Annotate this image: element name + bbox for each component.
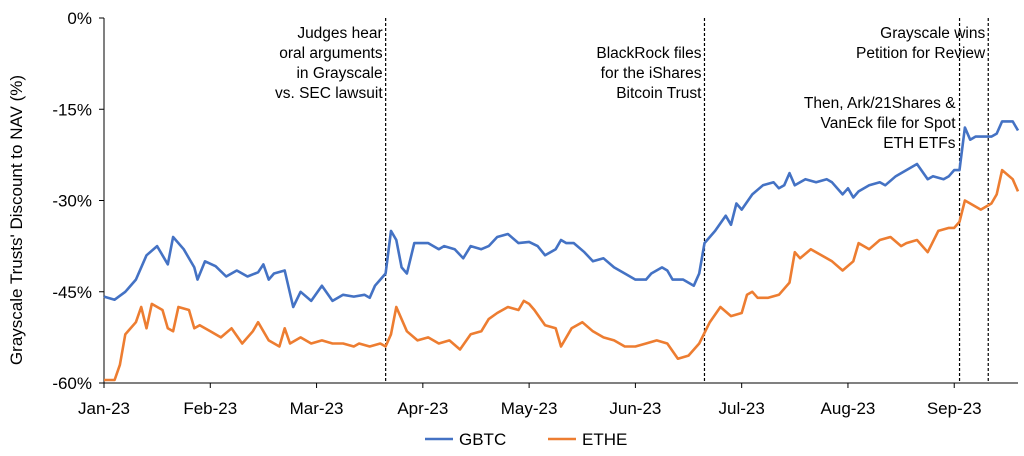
legend: GBTC ETHE [425, 430, 627, 449]
event-annotation-line: vs. SEC lawsuit [275, 85, 383, 102]
data-series [103, 120, 1020, 382]
y-tick-label: -45% [52, 283, 92, 302]
x-tick-label: Jan-23 [78, 399, 130, 418]
x-tick-label: May-23 [501, 399, 558, 418]
event-annotation-line: Bitcoin Trust [616, 85, 702, 102]
event-annotation-line: Grayscale wins [880, 25, 985, 42]
event-annotation-line: for the iShares [601, 65, 702, 82]
y-axis-label: Grayscale Trusts' Discount to NAV (%) [7, 75, 26, 365]
series-line-gbtc [103, 120, 1020, 309]
x-tick-label: Jun-23 [609, 399, 661, 418]
event-annotation-line: Then, Ark/21Shares & [804, 95, 956, 112]
x-tick-label: Feb-23 [183, 399, 237, 418]
event-annotation-line: oral arguments [279, 45, 383, 62]
event-annotation-line: in Grayscale [296, 65, 382, 82]
event-annotation-line: ETH ETFs [883, 135, 956, 152]
event-annotation-line: BlackRock files [596, 45, 701, 62]
event-annotation-line: Judges hear [297, 25, 382, 42]
legend-label: GBTC [459, 430, 506, 449]
y-tick-label: -15% [52, 100, 92, 119]
series-line-ethe [104, 168, 1020, 382]
event-annotation-line: Petition for Review [856, 45, 986, 62]
x-tick-label: Apr-23 [397, 399, 448, 418]
y-tick-label: -60% [52, 374, 92, 393]
x-tick-label: Jul-23 [719, 399, 765, 418]
x-tick-label: Sep-23 [927, 399, 982, 418]
y-tick-label: -30% [52, 192, 92, 211]
event-annotation-line: VanEck file for Spot [821, 115, 957, 132]
chart-axes: 0% -15% -30% -45% -60% Jan-23 Feb-23 Mar-23 Apr-… [52, 9, 1018, 418]
y-tick-label: 0% [67, 9, 92, 28]
x-tick-label: Mar-23 [290, 399, 344, 418]
event-markers: Judges hear oral arguments in Grayscale vs.… [275, 18, 989, 383]
legend-label: ETHE [582, 430, 627, 449]
x-tick-label: Aug-23 [821, 399, 876, 418]
